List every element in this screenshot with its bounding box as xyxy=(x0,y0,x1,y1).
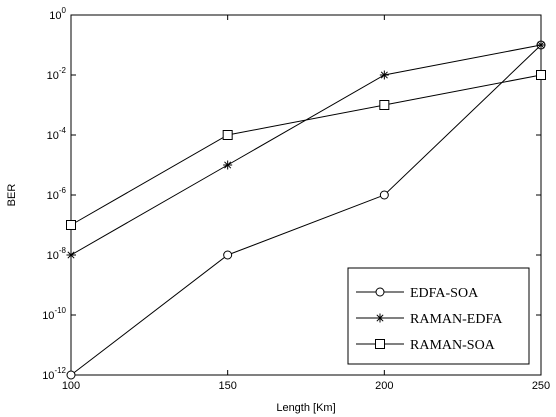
data-point-raman-edfa xyxy=(536,40,546,50)
data-point-raman-soa xyxy=(536,70,546,80)
legend-label-raman-edfa: RAMAN-EDFA xyxy=(410,312,503,327)
data-point-edfa-soa xyxy=(66,370,76,380)
legend: EDFA-SOA RAMAN-EDFA RAMAN-SOA xyxy=(347,267,530,365)
legend-marker-edfa-soa xyxy=(375,287,385,297)
x-tick-label: 250 xyxy=(532,380,550,392)
data-point-raman-soa xyxy=(379,100,390,110)
x-tick-label: 100 xyxy=(62,380,80,392)
series-raman-soa xyxy=(66,70,546,230)
data-point-raman-soa xyxy=(222,130,233,140)
legend-label-edfa-soa: EDFA-SOA xyxy=(410,286,479,301)
data-point-raman-edfa xyxy=(66,250,76,260)
series-line-edfa-soa xyxy=(70,44,542,376)
data-point-edfa-soa xyxy=(379,190,389,200)
y-tick-label: 10-8 xyxy=(47,246,67,262)
data-point-edfa-soa xyxy=(223,250,233,260)
y-tick-label: 10-12 xyxy=(42,366,66,382)
x-tick-label: 200 xyxy=(375,380,393,392)
data-point-raman-edfa xyxy=(379,70,389,80)
x-axis-label: Length [Km] xyxy=(276,402,335,414)
legend-label-raman-soa: RAMAN-SOA xyxy=(410,338,496,353)
data-point-raman-soa xyxy=(66,220,76,230)
ticks-layer: 100 150 200 250 10-12 10-10 10-8 10-6 10-4 10-2 10… xyxy=(42,6,550,392)
x-tick-label: 150 xyxy=(218,380,236,392)
y-tick-label: 10-2 xyxy=(47,66,67,82)
y-tick-label: 10-4 xyxy=(47,126,67,142)
y-tick-label: 10-6 xyxy=(47,186,67,202)
y-tick-label: 100 xyxy=(49,6,66,22)
y-axis-label: BER xyxy=(6,184,18,207)
series-line-raman-soa xyxy=(70,74,542,226)
data-point-raman-edfa xyxy=(223,160,233,170)
series-layer xyxy=(66,40,546,380)
legend-marker-raman-edfa xyxy=(375,313,385,323)
y-tick-label: 10-10 xyxy=(42,306,66,322)
legend-marker-raman-soa xyxy=(375,339,385,349)
